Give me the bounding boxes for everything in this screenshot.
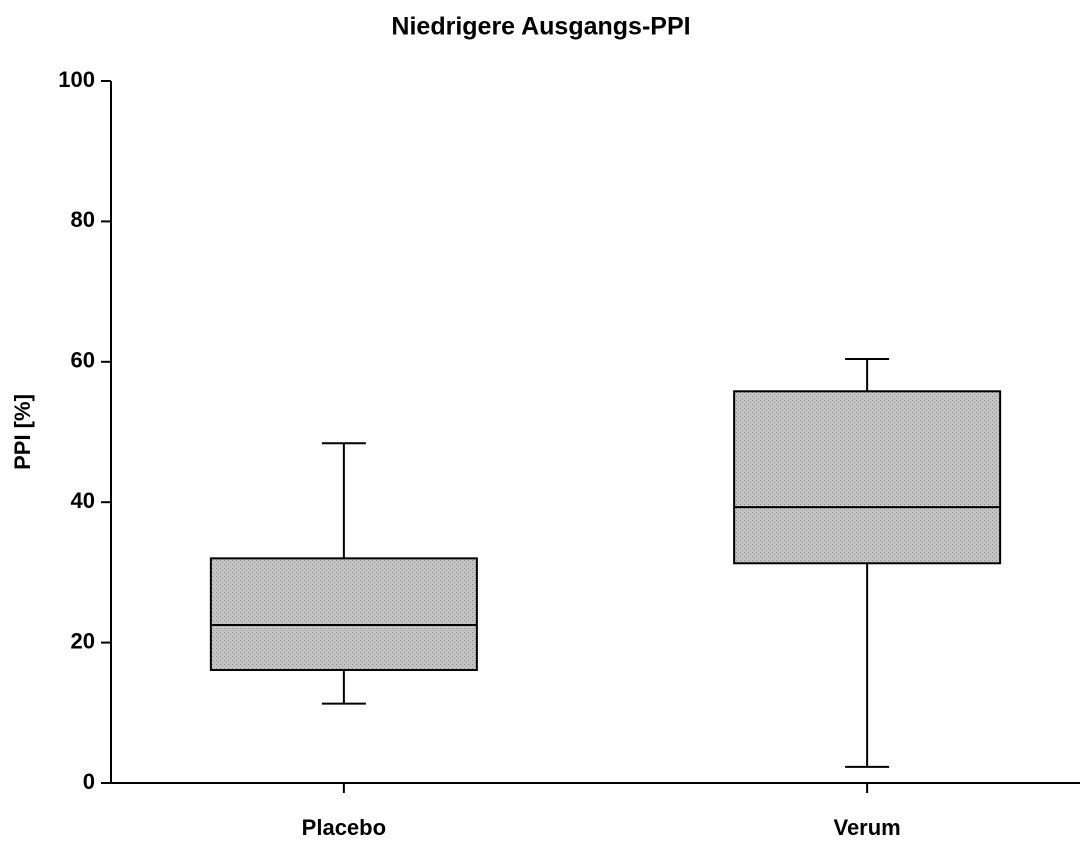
- y-tick-label: 20: [71, 628, 95, 653]
- box: [733, 390, 1002, 565]
- x-tick-label: Placebo: [302, 815, 386, 840]
- y-tick-label: 80: [71, 207, 95, 232]
- x-tick-label: Verum: [833, 815, 900, 840]
- box: [209, 557, 478, 671]
- y-tick-label: 40: [71, 488, 95, 513]
- chart-title: Niedrigere Ausgangs-PPI: [391, 13, 690, 41]
- y-tick-label: 100: [58, 67, 95, 92]
- y-tick-label: 0: [83, 769, 95, 794]
- y-axis-label: PPI [%]: [10, 394, 35, 470]
- y-tick-label: 60: [71, 348, 95, 373]
